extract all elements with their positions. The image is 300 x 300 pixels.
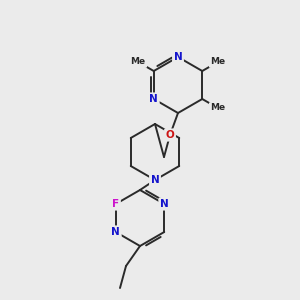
Text: N: N	[160, 199, 169, 209]
Text: N: N	[174, 52, 182, 62]
Text: N: N	[151, 175, 159, 185]
Text: O: O	[166, 130, 174, 140]
Text: F: F	[112, 199, 119, 209]
Text: N: N	[111, 227, 120, 237]
Text: N: N	[149, 94, 158, 104]
Text: Me: Me	[130, 58, 146, 67]
Text: Me: Me	[210, 103, 225, 112]
Text: Me: Me	[210, 58, 225, 67]
